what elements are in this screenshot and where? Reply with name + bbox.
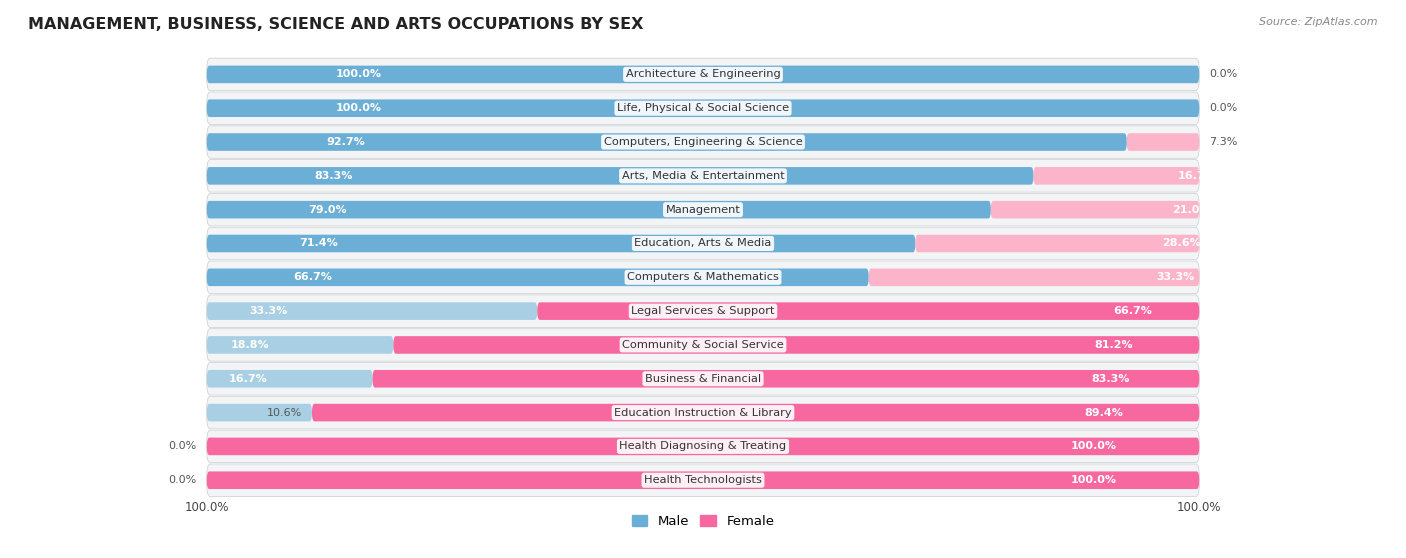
Text: 0.0%: 0.0% xyxy=(1209,103,1237,113)
Text: 21.0%: 21.0% xyxy=(1173,205,1211,215)
Text: 81.2%: 81.2% xyxy=(1094,340,1133,350)
Text: 0.0%: 0.0% xyxy=(1209,69,1237,79)
Text: 18.8%: 18.8% xyxy=(231,340,270,350)
FancyBboxPatch shape xyxy=(207,268,869,286)
Text: 79.0%: 79.0% xyxy=(309,205,347,215)
FancyBboxPatch shape xyxy=(207,167,1033,185)
FancyBboxPatch shape xyxy=(207,126,1199,158)
Text: 0.0%: 0.0% xyxy=(169,441,197,451)
Text: 7.3%: 7.3% xyxy=(1209,137,1237,147)
Text: 100.0%: 100.0% xyxy=(1070,475,1116,485)
Text: Legal Services & Support: Legal Services & Support xyxy=(631,306,775,316)
FancyBboxPatch shape xyxy=(207,302,537,320)
FancyBboxPatch shape xyxy=(207,194,1199,226)
FancyBboxPatch shape xyxy=(373,370,1199,388)
Text: 28.6%: 28.6% xyxy=(1163,238,1201,248)
Text: Management: Management xyxy=(665,205,741,215)
FancyBboxPatch shape xyxy=(915,235,1199,252)
Text: Arts, Media & Entertainment: Arts, Media & Entertainment xyxy=(621,171,785,181)
FancyBboxPatch shape xyxy=(207,227,1199,259)
FancyBboxPatch shape xyxy=(207,160,1199,192)
FancyBboxPatch shape xyxy=(207,92,1199,124)
FancyBboxPatch shape xyxy=(207,261,1199,294)
Text: 16.7%: 16.7% xyxy=(1178,171,1216,181)
Text: Computers & Mathematics: Computers & Mathematics xyxy=(627,272,779,282)
Text: Computers, Engineering & Science: Computers, Engineering & Science xyxy=(603,137,803,147)
FancyBboxPatch shape xyxy=(207,404,312,421)
Text: Life, Physical & Social Science: Life, Physical & Social Science xyxy=(617,103,789,113)
Text: 10.6%: 10.6% xyxy=(267,407,302,417)
Text: Education Instruction & Library: Education Instruction & Library xyxy=(614,407,792,417)
FancyBboxPatch shape xyxy=(207,66,1199,83)
Text: Business & Financial: Business & Financial xyxy=(645,374,761,384)
Text: 100.0%: 100.0% xyxy=(336,69,382,79)
Text: Health Technologists: Health Technologists xyxy=(644,475,762,485)
Text: MANAGEMENT, BUSINESS, SCIENCE AND ARTS OCCUPATIONS BY SEX: MANAGEMENT, BUSINESS, SCIENCE AND ARTS O… xyxy=(28,17,644,32)
Text: Education, Arts & Media: Education, Arts & Media xyxy=(634,238,772,248)
FancyBboxPatch shape xyxy=(207,472,1199,489)
Text: 66.7%: 66.7% xyxy=(1114,306,1152,316)
FancyBboxPatch shape xyxy=(207,295,1199,328)
Text: 33.3%: 33.3% xyxy=(1156,272,1195,282)
FancyBboxPatch shape xyxy=(207,370,373,388)
Text: Architecture & Engineering: Architecture & Engineering xyxy=(626,69,780,79)
Text: 92.7%: 92.7% xyxy=(326,137,366,147)
Text: Community & Social Service: Community & Social Service xyxy=(621,340,785,350)
FancyBboxPatch shape xyxy=(207,201,991,219)
FancyBboxPatch shape xyxy=(207,363,1199,395)
FancyBboxPatch shape xyxy=(207,329,1199,361)
Text: 100.0%: 100.0% xyxy=(1177,501,1222,514)
Text: 100.0%: 100.0% xyxy=(1070,441,1116,451)
FancyBboxPatch shape xyxy=(312,404,1199,421)
FancyBboxPatch shape xyxy=(394,336,1199,354)
Text: 33.3%: 33.3% xyxy=(250,306,288,316)
Text: 83.3%: 83.3% xyxy=(314,171,353,181)
FancyBboxPatch shape xyxy=(991,201,1199,219)
FancyBboxPatch shape xyxy=(207,133,1126,151)
FancyBboxPatch shape xyxy=(537,302,1199,320)
FancyBboxPatch shape xyxy=(207,235,915,252)
Text: 100.0%: 100.0% xyxy=(336,103,382,113)
FancyBboxPatch shape xyxy=(1126,133,1199,151)
Text: 89.4%: 89.4% xyxy=(1084,407,1123,417)
FancyBboxPatch shape xyxy=(207,99,1199,117)
FancyBboxPatch shape xyxy=(207,58,1199,90)
FancyBboxPatch shape xyxy=(869,268,1199,286)
Text: Source: ZipAtlas.com: Source: ZipAtlas.com xyxy=(1260,17,1378,27)
Text: 66.7%: 66.7% xyxy=(292,272,332,282)
FancyBboxPatch shape xyxy=(207,336,394,354)
FancyBboxPatch shape xyxy=(207,396,1199,429)
Text: 83.3%: 83.3% xyxy=(1092,374,1130,384)
FancyBboxPatch shape xyxy=(207,430,1199,463)
Text: 0.0%: 0.0% xyxy=(169,475,197,485)
Text: 71.4%: 71.4% xyxy=(299,238,337,248)
FancyBboxPatch shape xyxy=(207,437,1199,455)
Text: 100.0%: 100.0% xyxy=(184,501,229,514)
FancyBboxPatch shape xyxy=(207,464,1199,497)
FancyBboxPatch shape xyxy=(1033,167,1199,185)
Legend: Male, Female: Male, Female xyxy=(626,510,780,533)
Text: 16.7%: 16.7% xyxy=(228,374,267,384)
Text: Health Diagnosing & Treating: Health Diagnosing & Treating xyxy=(620,441,786,451)
